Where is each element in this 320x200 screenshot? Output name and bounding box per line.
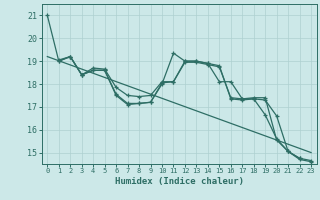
X-axis label: Humidex (Indice chaleur): Humidex (Indice chaleur): [115, 177, 244, 186]
